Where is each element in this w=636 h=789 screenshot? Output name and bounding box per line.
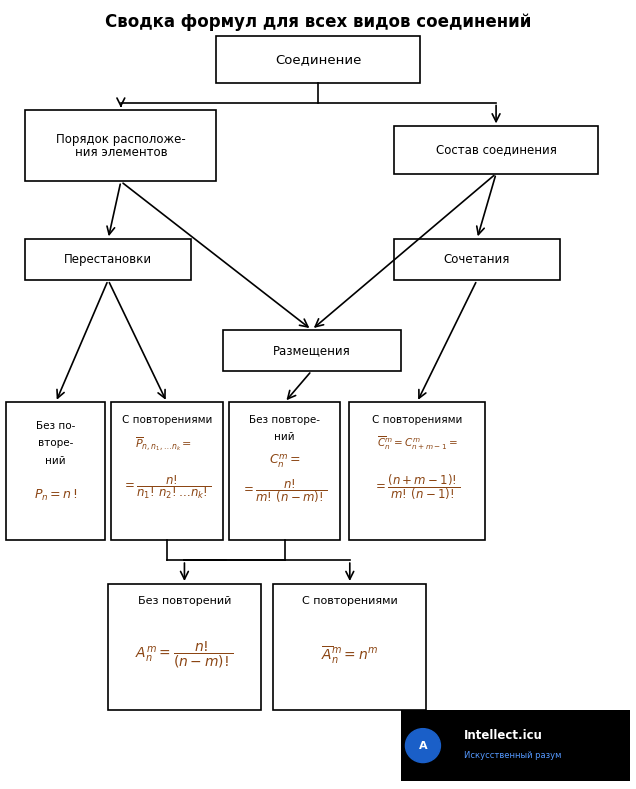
Bar [216,36,420,83]
Text: С повторениями: С повторениями [121,415,212,424]
Bar [111,402,223,540]
Bar [223,330,401,371]
Text: С повторениями: С повторениями [371,415,462,424]
Text: $= \dfrac{n!}{m!\,(n-m)!}$: $= \dfrac{n!}{m!\,(n-m)!}$ [242,477,328,505]
Text: Intellect.icu: Intellect.icu [464,729,543,742]
Text: $\overline{A}_n^m = n^m$: $\overline{A}_n^m = n^m$ [321,644,378,666]
Text: $\overline{C}_n^m = C_{n+m-1}^m =$: $\overline{C}_n^m = C_{n+m-1}^m =$ [377,435,457,452]
Text: ния элементов: ния элементов [74,146,167,159]
Text: С повторениями: С повторениями [302,596,398,606]
Text: $\overline{P}_{n,n_1,\ldots n_k} =$: $\overline{P}_{n,n_1,\ldots n_k} =$ [135,436,192,453]
Text: Сочетания: Сочетания [444,253,510,266]
Text: ний: ний [274,432,295,442]
Bar [108,584,261,710]
Bar [25,239,191,280]
Text: Искусственный разум: Искусственный разум [464,751,562,761]
Text: $= \dfrac{(n+m-1)!}{m!\,(n-1)!}$: $= \dfrac{(n+m-1)!}{m!\,(n-1)!}$ [373,473,461,502]
Text: A: A [418,741,427,750]
Bar [349,402,485,540]
Text: $= \dfrac{n!}{n_1!\,n_2!\ldots n_k!}$: $= \dfrac{n!}{n_1!\,n_2!\ldots n_k!}$ [122,473,212,501]
Text: Порядок расположе-: Порядок расположе- [56,133,186,146]
Text: $A_n^m = \dfrac{n!}{(n-m)!}$: $A_n^m = \dfrac{n!}{(n-m)!}$ [135,640,233,670]
Text: ний: ний [45,456,66,466]
Bar [229,402,340,540]
Text: Без повторений: Без повторений [138,596,231,606]
Bar [6,402,105,540]
Bar [401,710,630,781]
Text: Без по-: Без по- [36,421,75,431]
Text: Без повторе-: Без повторе- [249,415,320,424]
Text: Соединение: Соединение [275,53,361,65]
Bar [394,239,560,280]
Ellipse shape [406,729,440,762]
Text: $C_n^m =$: $C_n^m =$ [268,453,301,470]
Text: вторе-: вторе- [38,439,73,448]
Bar [394,126,598,174]
Bar [273,584,426,710]
Text: Размещения: Размещения [273,344,350,357]
Text: Состав соединения: Состав соединения [436,144,556,156]
Text: Перестановки: Перестановки [64,253,152,266]
Bar [25,110,216,181]
Text: Сводка формул для всех видов соединений: Сводка формул для всех видов соединений [105,13,531,31]
Text: $P_n = n\,!$: $P_n = n\,!$ [34,488,78,503]
